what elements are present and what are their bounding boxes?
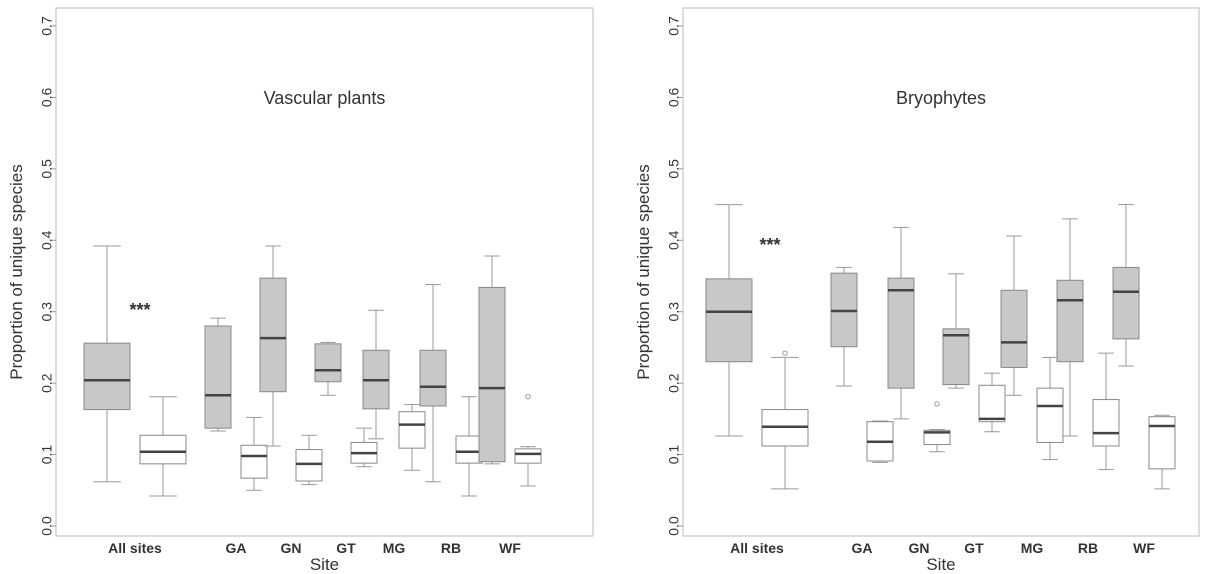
significance-annotation: *** bbox=[129, 300, 150, 320]
y-tick-label: 0.1 bbox=[39, 445, 55, 465]
box-body bbox=[887, 277, 915, 389]
box-body bbox=[478, 286, 506, 463]
box-gt-grey bbox=[314, 341, 342, 396]
box-rb-white bbox=[1092, 352, 1120, 471]
box-mg-white bbox=[1036, 356, 1064, 461]
x-tick-label: MG bbox=[1021, 540, 1044, 556]
box-gt-white bbox=[978, 372, 1006, 433]
x-tick-label: All sites bbox=[108, 540, 162, 556]
box-ga-white bbox=[240, 416, 268, 491]
box-gn-grey bbox=[259, 245, 287, 447]
y-tick-label: 0.5 bbox=[666, 159, 682, 179]
box-all-sites-white bbox=[761, 350, 809, 490]
box-body bbox=[314, 343, 342, 383]
x-axis-label: Site bbox=[926, 555, 955, 574]
box-body bbox=[1148, 416, 1176, 470]
y-tick-label: 0.3 bbox=[666, 302, 682, 322]
y-tick-label: 0.0 bbox=[39, 516, 55, 536]
y-tick-label: 0.6 bbox=[39, 87, 55, 107]
panel-1: 0.0 0.1 0.2 0.3 0.4 0.5 0.6 0.7 Proportion of un… bbox=[634, 7, 1200, 574]
x-tick-label: WF bbox=[1133, 540, 1155, 556]
x-tick-label: RB bbox=[441, 540, 461, 556]
box-mg-grey bbox=[1000, 235, 1028, 396]
y-tick-label: 0.2 bbox=[39, 373, 55, 393]
box-body bbox=[259, 277, 287, 393]
chart-title: Vascular plants bbox=[264, 88, 386, 108]
box-body bbox=[1056, 279, 1084, 363]
x-tick-label: GN bbox=[909, 540, 930, 556]
box-gn-white bbox=[295, 434, 323, 486]
box-body bbox=[705, 278, 753, 363]
box-body bbox=[204, 325, 232, 429]
box-gn-grey bbox=[887, 226, 915, 420]
x-tick-label: MG bbox=[383, 540, 406, 556]
y-tick-label: 0.7 bbox=[666, 16, 682, 36]
box-body bbox=[83, 342, 131, 411]
box-body bbox=[1036, 387, 1064, 443]
outlier-point bbox=[782, 350, 788, 356]
y-tick-label: 0.4 bbox=[666, 230, 682, 250]
box-gt-grey bbox=[942, 273, 970, 389]
y-axis-label: Proportion of unique species bbox=[7, 164, 26, 379]
x-tick-label: GA bbox=[226, 540, 247, 556]
outlier-point bbox=[525, 394, 531, 400]
x-tick-label: GT bbox=[964, 540, 984, 556]
box-body bbox=[942, 328, 970, 386]
box-body bbox=[295, 449, 323, 482]
y-tick-label: 0.0 bbox=[666, 516, 682, 536]
box-ga-grey bbox=[204, 317, 232, 432]
significance-annotation: *** bbox=[759, 235, 780, 255]
y-tick-label: 0.3 bbox=[39, 302, 55, 322]
x-tick-label: GT bbox=[336, 540, 356, 556]
box-wf-grey bbox=[478, 255, 506, 465]
y-tick-label: 0.5 bbox=[39, 159, 55, 179]
box-body bbox=[139, 434, 187, 465]
box-body bbox=[455, 435, 483, 464]
box-all-sites-white bbox=[139, 396, 187, 497]
box-ga-grey bbox=[830, 266, 858, 387]
x-tick-label: RB bbox=[1078, 540, 1098, 556]
x-tick-label: All sites bbox=[730, 540, 784, 556]
box-body bbox=[419, 349, 447, 407]
y-tick-label: 0.4 bbox=[39, 230, 55, 250]
box-body bbox=[514, 448, 542, 464]
outlier-point bbox=[934, 401, 940, 407]
box-rb-grey bbox=[419, 284, 447, 483]
box-body bbox=[1112, 266, 1140, 340]
box-wf-grey bbox=[1112, 204, 1140, 367]
y-tick-label: 0.7 bbox=[39, 16, 55, 36]
y-tick-label: 0.2 bbox=[666, 373, 682, 393]
box-body bbox=[923, 429, 951, 446]
box-body bbox=[978, 384, 1006, 423]
box-all-sites-grey bbox=[705, 204, 753, 437]
y-tick-label: 0.6 bbox=[666, 87, 682, 107]
box-ga-white bbox=[866, 420, 894, 463]
box-mg-grey bbox=[362, 309, 390, 440]
plot-frame bbox=[55, 7, 594, 537]
panel-0: 0.0 0.1 0.2 0.3 0.4 0.5 0.6 0.7 Proportion of un… bbox=[7, 7, 594, 574]
box-body bbox=[1092, 399, 1120, 447]
y-tick-label: 0.1 bbox=[666, 445, 682, 465]
box-gn-white bbox=[923, 401, 951, 453]
box-wf-white bbox=[514, 394, 542, 487]
box-rb-grey bbox=[1056, 218, 1084, 437]
box-all-sites-grey bbox=[83, 245, 131, 483]
x-tick-label: GN bbox=[281, 540, 302, 556]
x-tick-label: WF bbox=[499, 540, 521, 556]
chart-title: Bryophytes bbox=[896, 88, 986, 108]
x-tick-label: GA bbox=[852, 540, 873, 556]
y-axis-label: Proportion of unique species bbox=[634, 164, 653, 379]
box-body bbox=[398, 411, 426, 449]
box-rb-white bbox=[455, 396, 483, 497]
box-body bbox=[240, 444, 268, 479]
box-mg-white bbox=[398, 404, 426, 471]
plot-frame bbox=[682, 7, 1200, 537]
box-gt-white bbox=[350, 427, 378, 468]
box-wf-white bbox=[1148, 414, 1176, 490]
box-body bbox=[1000, 289, 1028, 368]
x-axis-label: Site bbox=[310, 555, 339, 574]
